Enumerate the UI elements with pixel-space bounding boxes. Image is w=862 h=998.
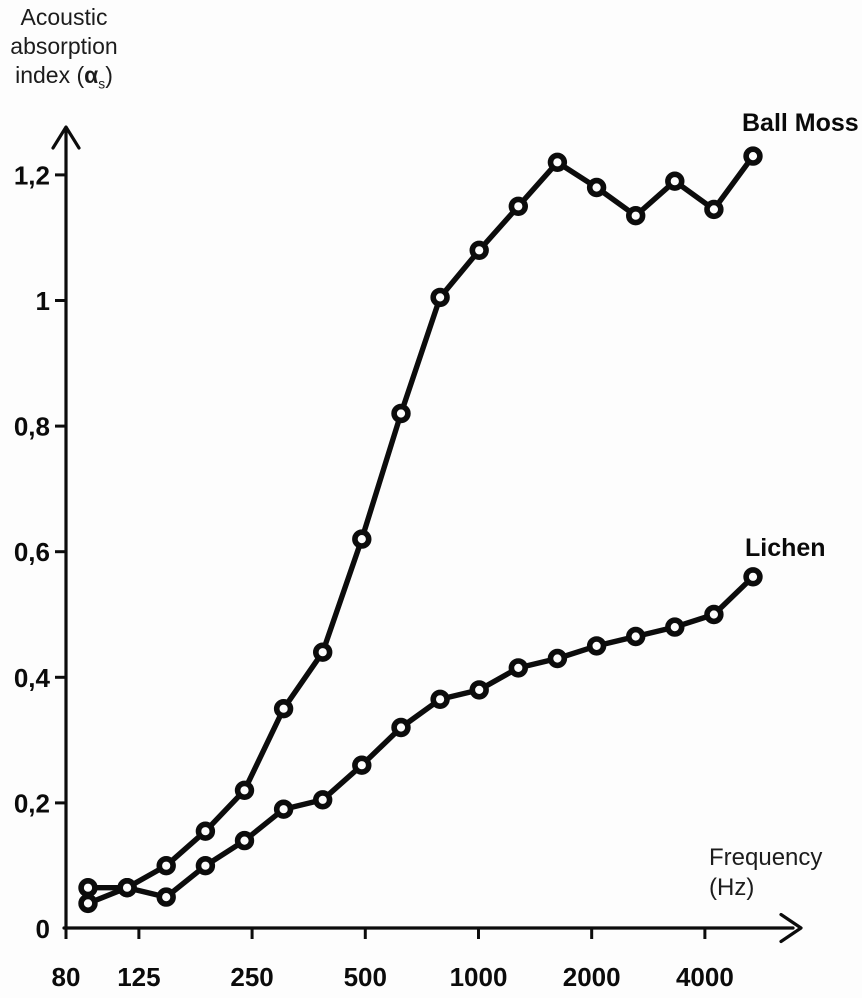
ball-moss-point-100 bbox=[78, 877, 98, 898]
lichen-point-3150 bbox=[665, 617, 685, 637]
x-tick-label-2000: 2000 bbox=[563, 962, 621, 992]
y-tick-label-0: 0 bbox=[36, 914, 50, 944]
lichen-point-100 bbox=[78, 893, 98, 914]
lichen-point-5000 bbox=[743, 567, 763, 587]
x-axis-arrow bbox=[779, 912, 803, 944]
lichen-point-160 bbox=[156, 887, 176, 907]
ball-moss-point-2000 bbox=[586, 177, 607, 198]
y-axis-title: Acoustic absorption index (αs) bbox=[0, 3, 128, 99]
ball-moss-series-label: Ball Moss bbox=[742, 109, 859, 137]
ball-moss-point-500 bbox=[352, 529, 372, 549]
ball-moss-point-1600 bbox=[547, 152, 568, 173]
lichen-point-800 bbox=[430, 689, 450, 709]
ball-moss-point-250 bbox=[234, 780, 255, 800]
y-tick-label-0,2: 0,2 bbox=[14, 788, 50, 818]
lichen-point-250 bbox=[234, 830, 255, 851]
x-axis-title-line1: Frequency bbox=[709, 844, 823, 871]
ball-moss-point-630 bbox=[391, 403, 411, 424]
ball-moss-point-2500 bbox=[625, 206, 646, 226]
ball-moss-point-3150 bbox=[665, 171, 685, 191]
ball-moss-point-1000 bbox=[469, 240, 489, 261]
lichen-point-1000 bbox=[469, 680, 489, 700]
x-axis-title: Frequency (Hz) bbox=[709, 843, 822, 903]
y-axis-title-close-paren: ) bbox=[105, 62, 113, 88]
x-tick-label-500: 500 bbox=[344, 962, 387, 992]
ball-moss-point-400 bbox=[313, 642, 333, 662]
x-axis-title-line2: (Hz) bbox=[709, 874, 755, 901]
x-tick-label-125: 125 bbox=[117, 962, 160, 992]
y-axis-title-line3: index (αs) bbox=[0, 61, 128, 99]
lichen-point-315 bbox=[273, 799, 294, 819]
y-axis-title-line2: absorption bbox=[10, 33, 118, 59]
y-tick-label-1: 1 bbox=[36, 286, 50, 316]
alpha-subscript: s bbox=[98, 76, 106, 92]
lichen-point-125 bbox=[117, 877, 137, 898]
y-tick-label-1,2: 1,2 bbox=[14, 160, 50, 190]
lichen-point-500 bbox=[352, 755, 372, 775]
y-axis-arrow bbox=[51, 125, 81, 150]
lichen-point-2500 bbox=[625, 626, 646, 647]
ball-moss-point-5000 bbox=[743, 146, 763, 166]
y-tick-label-0,6: 0,6 bbox=[14, 537, 50, 567]
lichen-point-1600 bbox=[547, 648, 568, 669]
lichen-point-2000 bbox=[586, 636, 607, 656]
lichen-series-label: Lichen bbox=[745, 534, 826, 562]
ball-moss-point-200 bbox=[195, 821, 216, 841]
y-axis-title-index-word: index ( bbox=[15, 62, 85, 88]
y-tick-label-0,4: 0,4 bbox=[14, 663, 51, 693]
x-tick-label-1000: 1000 bbox=[450, 962, 508, 992]
ball-moss-point-1250 bbox=[508, 196, 528, 217]
ball-moss-point-4000 bbox=[704, 199, 724, 220]
x-tick-label-80: 80 bbox=[52, 962, 81, 992]
ball-moss-line bbox=[85, 153, 756, 891]
ball-moss-point-800 bbox=[430, 287, 450, 308]
y-tick-label-0,8: 0,8 bbox=[14, 412, 50, 442]
x-tick-label-4000: 4000 bbox=[676, 962, 734, 992]
alpha-symbol: α bbox=[84, 62, 99, 88]
lichen-point-630 bbox=[391, 717, 411, 738]
lichen-point-200 bbox=[195, 855, 216, 876]
lichen-point-400 bbox=[313, 790, 333, 810]
ball-moss-point-160 bbox=[156, 855, 176, 876]
lichen-point-4000 bbox=[704, 604, 724, 625]
x-tick-label-250: 250 bbox=[230, 962, 273, 992]
lichen-point-1250 bbox=[508, 658, 528, 678]
lichen-line bbox=[85, 574, 756, 907]
y-axis-title-line1: Acoustic bbox=[20, 4, 108, 30]
ball-moss-point-315 bbox=[273, 698, 294, 719]
